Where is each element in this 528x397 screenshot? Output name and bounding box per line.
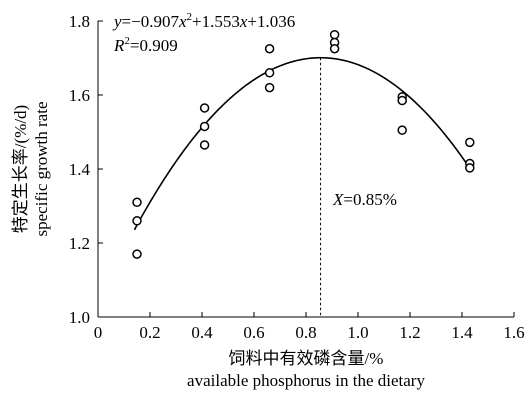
x-tick-label: 1.6 xyxy=(503,323,524,342)
y-tick-label: 1.2 xyxy=(69,234,90,253)
x-axis-title-cn: 饲料中有效磷含量/% xyxy=(229,349,384,368)
data-point xyxy=(132,249,142,259)
y-tick-label: 1.0 xyxy=(69,308,90,327)
fit-curve xyxy=(133,56,471,231)
x-ticks: 0 0.2 0.4 0.6 0.8 1.0 1.2 1.4 1.6 xyxy=(94,312,525,342)
x-tick-label: 1.0 xyxy=(347,323,368,342)
x-tick-label: 0.6 xyxy=(243,323,264,342)
optimum-label: X=0.85% xyxy=(332,190,397,209)
y-axis-title-en: specific growth rate xyxy=(32,102,51,237)
x-tick-label: 1.4 xyxy=(451,323,473,342)
data-point xyxy=(264,82,275,93)
x-tick-label: 1.2 xyxy=(399,323,420,342)
data-point xyxy=(397,95,407,106)
data-point xyxy=(199,121,210,132)
x-tick-label: 0.2 xyxy=(139,323,160,342)
y-tick-label: 1.8 xyxy=(69,12,90,31)
y-axis-title-cn: 特定生长率/(%/d) xyxy=(11,105,30,233)
y-tick-label: 1.4 xyxy=(69,160,91,179)
data-point xyxy=(465,163,475,173)
data-point xyxy=(199,140,210,150)
data-point xyxy=(329,44,340,54)
data-point xyxy=(199,103,210,113)
x-tick-label: 0 xyxy=(94,323,103,342)
r-squared-label: R2=0.909 xyxy=(113,35,178,55)
data-point xyxy=(397,125,407,135)
regression-equation: y=−0.907x2+1.553x+1.036 xyxy=(112,11,295,31)
x-tick-label: 0.8 xyxy=(295,323,316,342)
x-axis-title-en: available phosphorus in the dietary xyxy=(187,371,425,390)
data-point xyxy=(132,216,142,226)
y-tick-label: 1.6 xyxy=(69,86,90,105)
data-point xyxy=(264,44,275,54)
x-tick-label: 0.4 xyxy=(191,323,213,342)
y-ticks: 1.0 1.2 1.4 1.6 1.8 xyxy=(69,12,103,327)
data-point xyxy=(264,68,275,78)
data-point xyxy=(465,137,475,148)
data-points xyxy=(132,29,475,259)
data-point xyxy=(329,29,340,40)
data-point xyxy=(132,197,142,208)
